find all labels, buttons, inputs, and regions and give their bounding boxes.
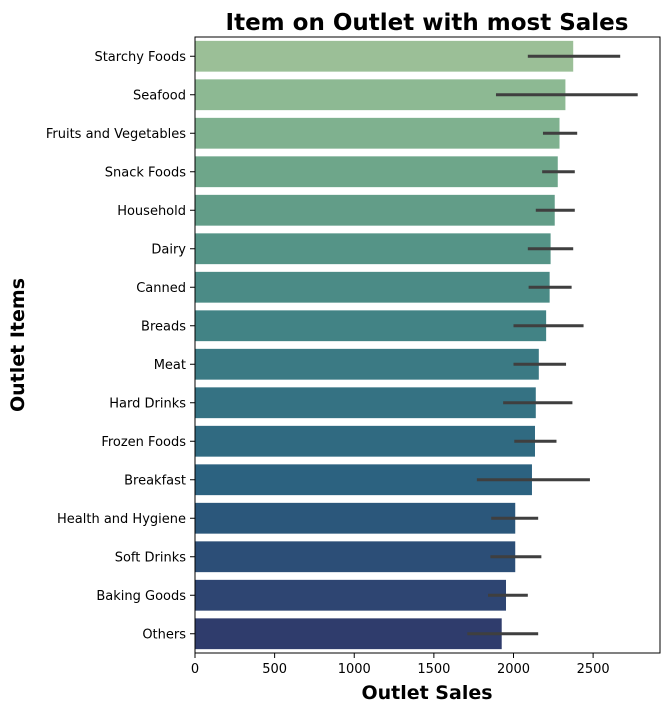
bar-hard-drinks: [195, 387, 536, 419]
chart-title: Item on Outlet with most Sales: [226, 10, 629, 36]
bar-soft-drinks: [195, 541, 516, 573]
x-tick-label: 500: [262, 662, 287, 677]
bar-breakfast: [195, 464, 532, 496]
bar-breads: [195, 310, 547, 342]
y-tick-label: Breakfast: [124, 473, 186, 488]
x-axis-ticks: 0 500 1000 1500 2000 2500: [191, 653, 610, 677]
x-tick-label: 2000: [497, 662, 530, 677]
bar-starchy-foods: [195, 40, 574, 72]
y-tick-label: Hard Drinks: [109, 396, 186, 411]
plot-frame: [194, 36, 661, 654]
y-tick-label: Baking Goods: [96, 589, 186, 604]
y-tick-label: Seafood: [133, 88, 186, 103]
y-tick-label: Meat: [154, 358, 186, 373]
y-tick-label: Breads: [141, 319, 186, 334]
bar-household: [195, 194, 555, 226]
bars-group: [195, 40, 574, 650]
error-bars-group: [467, 54, 638, 636]
y-tick-label: Health and Hygiene: [57, 512, 186, 527]
y-tick-label: Dairy: [151, 242, 186, 257]
x-axis-label: Outlet Sales: [361, 682, 492, 704]
y-tick-label: Soft Drinks: [115, 550, 187, 565]
y-tick-label: Starchy Foods: [94, 50, 186, 65]
x-tick-label: 1000: [338, 662, 371, 677]
y-tick-label: Frozen Foods: [101, 435, 186, 450]
bar-meat: [195, 348, 539, 380]
x-tick-label: 0: [191, 662, 199, 677]
y-tick-label: Others: [142, 627, 186, 642]
y-axis-ticks: Starchy Foods Seafood Fruits and Vegetable…: [46, 50, 195, 642]
bar-dairy: [195, 233, 551, 265]
bar-others: [195, 618, 502, 650]
bar-fruits-and-vegetables: [195, 117, 560, 149]
x-tick-label: 1500: [417, 662, 450, 677]
y-tick-label: Snack Foods: [105, 165, 186, 180]
x-tick-label: 2500: [577, 662, 610, 677]
bar-canned: [195, 271, 550, 303]
bar-frozen-foods: [195, 425, 535, 457]
y-tick-label: Fruits and Vegetables: [46, 127, 186, 142]
y-axis-label: Outlet Items: [7, 278, 29, 412]
y-tick-label: Household: [117, 204, 186, 219]
bar-health-and-hygiene: [195, 502, 516, 534]
y-tick-label: Canned: [136, 281, 186, 296]
bar-snack-foods: [195, 156, 558, 188]
bar-baking-goods: [195, 579, 507, 611]
